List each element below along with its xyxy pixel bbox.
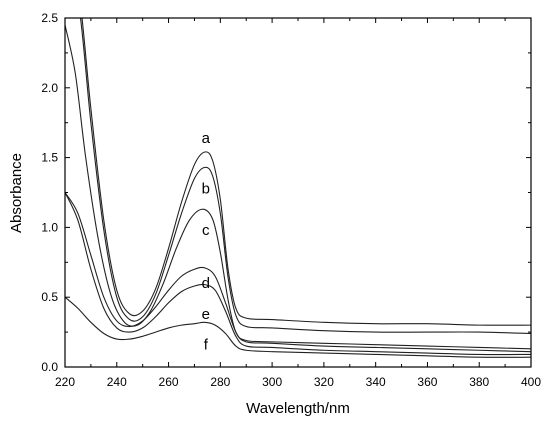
curve-label-b: b [202, 180, 210, 197]
x-tick-label: 240 [107, 375, 127, 389]
curve-label-f: f [204, 337, 209, 354]
x-tick-label: 360 [417, 375, 437, 389]
curve-labels: a b c def [202, 130, 211, 354]
x-tick-label: 400 [521, 375, 541, 389]
x-tick-label: 260 [159, 375, 179, 389]
y-tick-label: 1.0 [41, 220, 58, 234]
curves-layer [65, 18, 531, 358]
curve-label-d: d [202, 275, 210, 292]
plot-border [64, 17, 532, 368]
x-tick-label: 320 [314, 375, 334, 389]
curve-label-e: e [202, 306, 210, 323]
curve-label-a: a [202, 130, 211, 147]
x-tick-label: 220 [55, 375, 75, 389]
y-tick-label: 2.0 [41, 81, 58, 95]
plot-frame [64, 17, 532, 368]
y-axis-title: Absorbance [8, 153, 25, 233]
series-line-b [79, 18, 531, 335]
x-tick-label: 280 [210, 375, 230, 389]
y-tick-label: 1.5 [41, 151, 58, 165]
series-line-a [81, 18, 531, 326]
series-line-f [65, 296, 531, 358]
x-axis-title: Wavelength/nm [246, 400, 350, 417]
curve-label-c: c [202, 222, 210, 239]
y-tick-label: 0.0 [41, 360, 58, 374]
series-line-d [65, 192, 531, 353]
x-tick-label: 340 [366, 375, 386, 389]
series-line-c [65, 24, 531, 350]
series-line-e [65, 192, 531, 356]
x-tick-label: 300 [262, 375, 282, 389]
x-tick-label: 380 [469, 375, 489, 389]
y-tick-label: 0.5 [41, 290, 58, 304]
y-tick-label: 2.5 [41, 11, 58, 25]
axis-ticks: 220 240 260 280 300 320 340 360 380 400 0.0 0.5 1.0 1… [41, 11, 541, 389]
